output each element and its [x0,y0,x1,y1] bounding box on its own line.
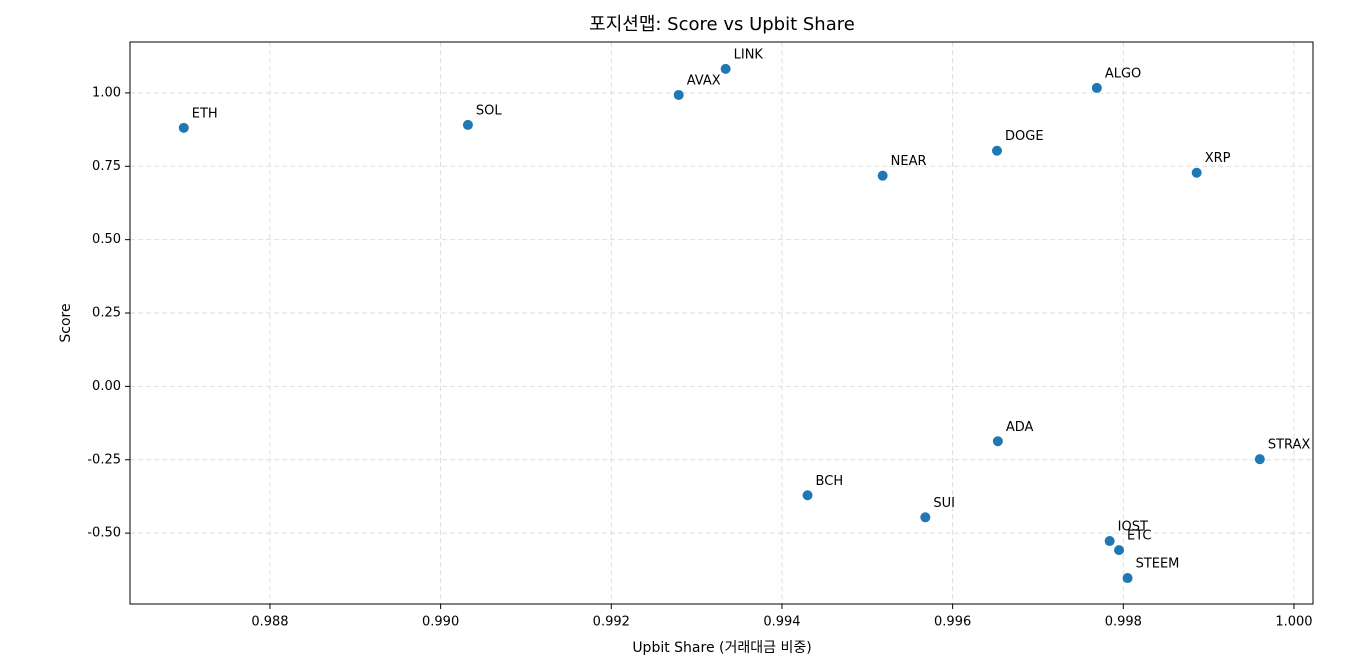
point-label: ALGO [1105,66,1141,81]
point [920,512,931,523]
y-tick-label: 0.00 [92,379,121,394]
point [992,145,1003,156]
point [462,119,473,130]
x-tick-label: 1.000 [1275,615,1312,630]
point [877,170,888,181]
point [992,436,1003,447]
point [673,89,684,100]
point-label: AVAX [687,73,721,88]
point-label: LINK [734,47,764,62]
y-tick-label: -0.25 [87,452,121,467]
point [1254,454,1265,465]
point-label: XRP [1205,151,1231,166]
point [1104,536,1115,547]
point [1091,82,1102,93]
y-tick-label: 1.00 [92,85,121,100]
chart-title: 포지션맵: Score vs Upbit Share [589,14,855,35]
point-label: BCH [816,474,844,489]
x-tick-label: 0.988 [251,615,288,630]
y-tick-label: 0.75 [92,159,121,174]
plot-frame [129,41,1314,605]
point [1122,573,1133,584]
x-tick-label: 0.998 [1105,615,1142,630]
point-label: ETH [192,106,218,121]
point [178,122,189,133]
y-tick-label: -0.50 [87,526,121,541]
point-label: SUI [933,496,955,511]
point [720,63,731,74]
point-label: NEAR [891,154,927,169]
x-tick-label: 0.990 [422,615,459,630]
point-label: DOGE [1005,129,1044,144]
x-tick-label: 0.994 [763,615,800,630]
point [1191,167,1202,178]
y-axis-label: Score [58,303,74,342]
point-label: STRAX [1268,438,1311,453]
x-axis-label: Upbit Share (거래대금 비중) [632,640,811,656]
x-tick-label: 0.992 [593,615,630,630]
point [802,490,813,501]
point-label: ETC [1127,529,1151,544]
point-label: IOST [1118,520,1148,535]
point-label: STEEM [1136,557,1180,572]
y-tick-label: 0.50 [92,232,121,247]
point-label: SOL [476,103,502,118]
point-label: ADA [1006,420,1034,435]
x-tick-label: 0.996 [934,615,971,630]
point [1114,545,1125,556]
y-tick-label: 0.25 [92,306,121,321]
